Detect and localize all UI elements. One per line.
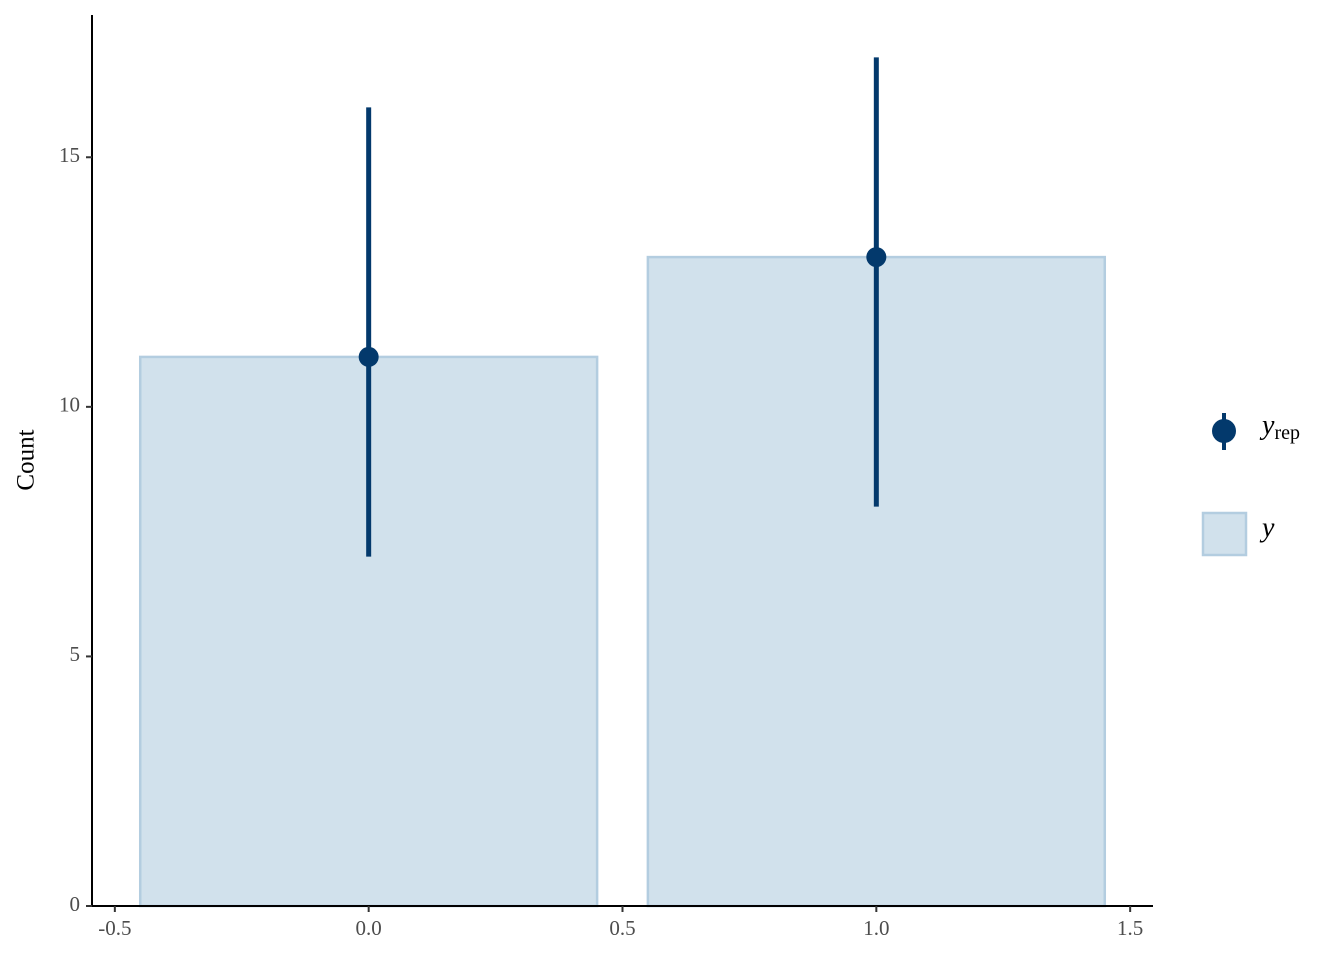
x-tick-label: 0.0 bbox=[356, 916, 382, 940]
y-axis-label: Count bbox=[13, 429, 40, 490]
x-tick-label: 1.5 bbox=[1117, 916, 1143, 940]
legend-label: yrep bbox=[1259, 410, 1300, 443]
y-tick-label: 5 bbox=[70, 642, 81, 666]
y-tick-label: 15 bbox=[59, 143, 80, 167]
y-tick-label: 10 bbox=[59, 393, 80, 417]
legend-symbol bbox=[1212, 419, 1236, 443]
y-tick-label: 0 bbox=[70, 892, 81, 916]
x-tick-label: 0.5 bbox=[609, 916, 635, 940]
legend-label-main: y bbox=[1259, 410, 1275, 441]
x-tick-label: -0.5 bbox=[98, 916, 131, 940]
point bbox=[358, 346, 379, 367]
legend-label: y bbox=[1259, 512, 1275, 543]
legend-label-subscript: rep bbox=[1274, 422, 1300, 444]
x-tick-label: 1.0 bbox=[863, 916, 889, 940]
point bbox=[866, 247, 887, 268]
legend-symbol bbox=[1201, 511, 1248, 557]
